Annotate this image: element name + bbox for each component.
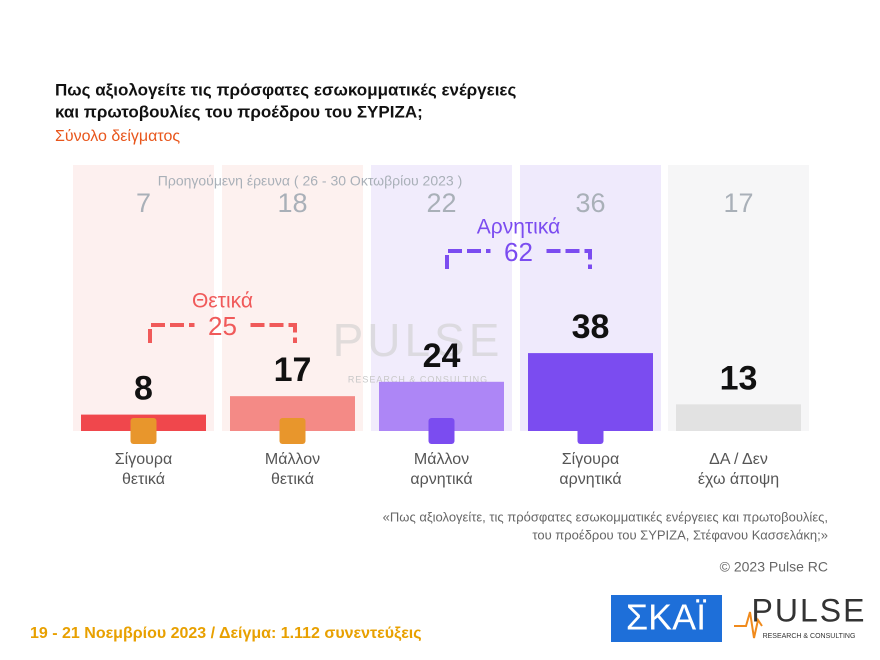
pulse-logo: PULSE <box>752 592 867 628</box>
skai-logo: ΣΚΑΪ <box>626 597 706 638</box>
value-label: 17 <box>274 351 312 389</box>
skai-logo-box <box>611 595 722 642</box>
category-label: Μάλλον <box>414 451 469 468</box>
category-label: θετικά <box>122 471 165 488</box>
previous-value: 17 <box>723 188 753 218</box>
category-label: Μάλλον <box>265 451 320 468</box>
quote-line: «Πως αξιολογείτε, τις πρόσφατες εσωκομμα… <box>383 509 828 524</box>
category-label: Σίγουρα <box>562 451 619 468</box>
watermark-tagline: RESEARCH & CONSULTING <box>348 374 488 384</box>
copyright: © 2023 Pulse RC <box>720 559 828 575</box>
watermark: PULSE <box>333 314 504 366</box>
subtitle: Σύνολο δείγματος <box>55 128 180 145</box>
group-value: 62 <box>504 237 533 267</box>
group-label: Θετικά <box>192 290 253 313</box>
previous-value: 36 <box>575 188 605 218</box>
previous-label: Προηγούμενη έρευνα ( 26 - 30 Οκτωβρίου 2… <box>158 173 463 189</box>
quote-line: του προέδρου του ΣΥΡΙΖΑ, Στέφανου Κασσελ… <box>532 527 828 542</box>
group-value: 25 <box>208 311 237 341</box>
group-bracket <box>148 323 297 343</box>
icon <box>577 418 604 444</box>
icon <box>428 418 455 444</box>
category-label: ΔΑ / Δεν <box>709 451 768 468</box>
value-label: 38 <box>572 308 610 346</box>
value-label: 24 <box>423 337 461 375</box>
icon <box>130 418 157 444</box>
group-label: Αρνητικά <box>477 216 560 239</box>
icon <box>279 418 306 444</box>
value-label: 13 <box>720 359 758 397</box>
title-line: Πως αξιολογείτε τις πρόσφατες εσωκομματι… <box>55 80 516 99</box>
value-label: 8 <box>134 370 153 408</box>
category-label: αρνητικά <box>559 471 621 488</box>
category-label: θετικά <box>271 471 314 488</box>
column-panel <box>668 165 809 431</box>
group-bracket <box>445 249 592 269</box>
column-panel <box>73 165 214 431</box>
bar <box>676 404 801 431</box>
footer: 19 - 21 Νοεμβρίου 2023 / Δείγμα: 1.112 σ… <box>30 625 422 642</box>
column-panel <box>222 165 363 431</box>
category-label: έχω άποψη <box>698 471 779 488</box>
previous-value: 22 <box>426 188 456 218</box>
category-label: αρνητικά <box>410 471 472 488</box>
previous-value: 18 <box>277 188 307 218</box>
title-line: και πρωτοβουλίες του προέδρου του ΣΥΡΙΖΑ… <box>55 102 423 121</box>
category-label: Σίγουρα <box>115 451 172 468</box>
previous-value: 7 <box>136 188 151 218</box>
pulse-logo-tagline: RESEARCH & CONSULTING <box>763 633 856 640</box>
pulse-logo-wave <box>734 611 763 639</box>
